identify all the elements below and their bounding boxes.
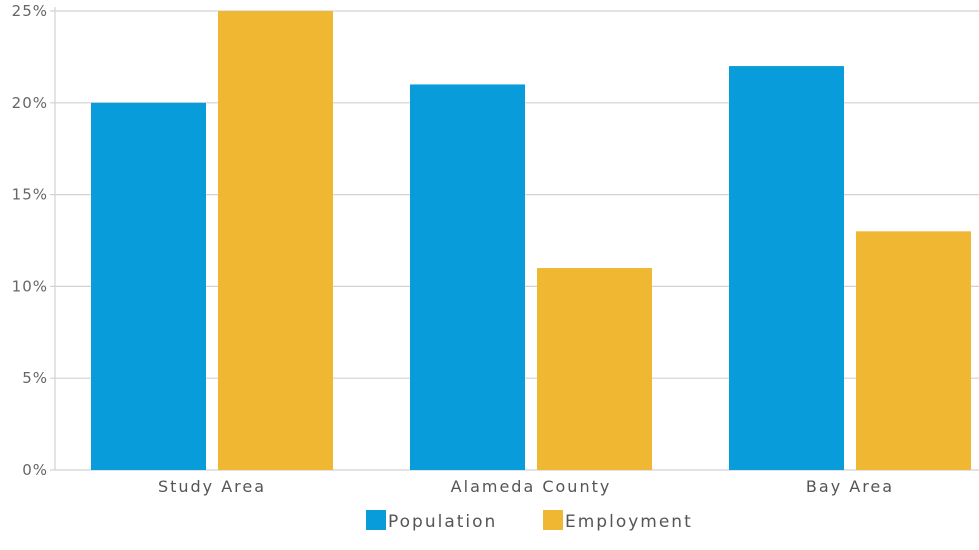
y-tick-label: 20% <box>12 94 48 112</box>
y-tick-label: 5% <box>22 369 48 387</box>
x-axis-categories: Study Area Alameda County Bay Area <box>158 477 894 496</box>
y-tick-label: 25% <box>12 2 48 20</box>
bars <box>91 11 971 471</box>
y-axis-ticks: 0% 5% 10% 15% 20% 25% <box>12 2 48 479</box>
legend-swatch-population <box>366 510 386 530</box>
y-tick-label: 10% <box>12 277 48 295</box>
y-tick-label: 15% <box>12 186 48 204</box>
legend-label-population: Population <box>388 512 497 532</box>
legend-label-employment: Employment <box>565 512 693 532</box>
legend-swatch-employment <box>543 510 563 530</box>
legend: Population Employment <box>366 510 693 532</box>
bar-employment-alameda-county <box>537 268 652 470</box>
x-category-label: Study Area <box>158 477 266 496</box>
bar-population-bay-area <box>729 66 844 470</box>
x-category-label: Bay Area <box>806 477 894 496</box>
bar-employment-bay-area <box>856 231 971 470</box>
bar-employment-study-area <box>218 11 333 470</box>
y-tick-label: 0% <box>22 461 48 479</box>
x-category-label: Alameda County <box>451 477 612 496</box>
bar-population-alameda-county <box>410 84 525 470</box>
bar-population-study-area <box>91 102 206 471</box>
